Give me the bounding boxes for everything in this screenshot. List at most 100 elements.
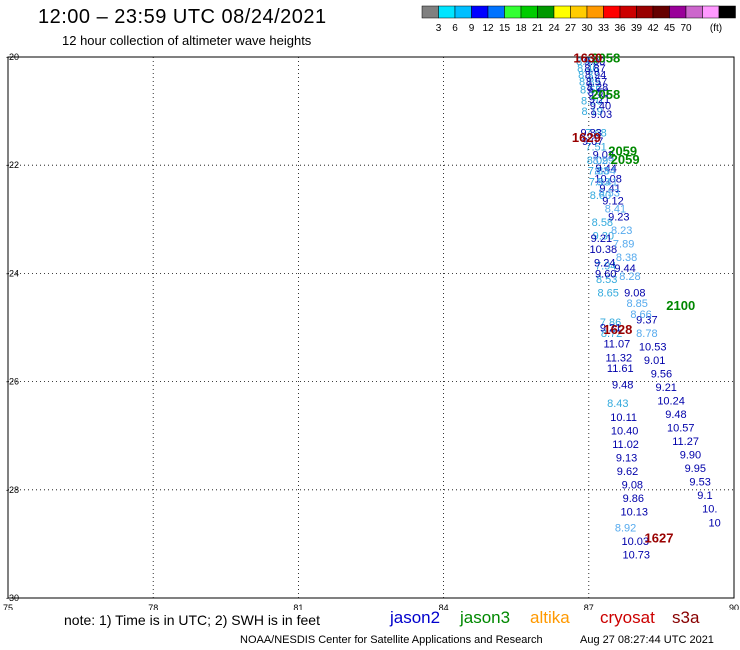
wave-height-label: 11.02 [612, 439, 639, 451]
x-tick-label: 87 [584, 603, 594, 610]
wave-height-label: 7.68 [585, 128, 606, 140]
plot-frame [7, 56, 735, 599]
wave-height-label: 9.86 [623, 493, 644, 505]
wave-height-label: 9.08 [622, 479, 643, 491]
time-label: 2059 [611, 152, 640, 167]
y-tick-label: -26 [6, 377, 19, 387]
wave-height-label: 9.21 [600, 323, 621, 335]
wave-height-label: 10.40 [611, 425, 639, 437]
chart-area: 3 6 9 12 15 18 21 24 27 30 33 36 39 42 45 70 (ft) 75 78 81… [3, 5, 739, 610]
wave-height-label: 9.00 [584, 56, 605, 68]
y-tick-label: -20 [6, 52, 19, 62]
x-tick-label: 84 [439, 603, 449, 610]
y-tick-label: -28 [6, 485, 19, 495]
wave-height-label: 9.41 [599, 183, 620, 195]
wave-height-label: 8.28 [587, 82, 608, 94]
color-scale-label: 18 [515, 23, 527, 34]
wave-height-label: 10.13 [621, 506, 649, 518]
time-label: 1627 [645, 530, 674, 545]
wave-height-label: 8.29 [593, 155, 614, 167]
color-scale-label: 39 [631, 23, 643, 34]
wave-height-label: 8.28 [619, 271, 640, 283]
wave-height-label: 10. [702, 504, 717, 516]
color-swatch [685, 5, 703, 19]
time-label: 2059 [608, 144, 637, 159]
wave-height-label: 11.32 [605, 352, 632, 364]
wave-height-label: 8.46 [576, 56, 597, 68]
wave-height-label: 8.60 [590, 190, 611, 202]
wave-height-label: 9.01 [644, 355, 665, 367]
color-swatch [421, 5, 439, 19]
color-legend-bar: 3 6 9 12 15 18 21 24 27 30 33 36 39 42 45 70 (ft) [421, 5, 736, 34]
page-title: 12:00 – 23:59 UTC 08/24/2021 [38, 6, 327, 28]
generation-timestamp: Aug 27 08:27:44 UTC 2021 [580, 634, 714, 646]
wave-height-label: 8.53 [596, 274, 617, 286]
wave-height-label: 10.24 [657, 396, 685, 408]
wave-height-label: 8.85 [626, 298, 647, 310]
wave-height-label: 9.53 [689, 477, 710, 489]
color-swatch [652, 5, 670, 19]
wave-height-label: 9.30 [593, 231, 614, 243]
wave-height-label: 8.37 [578, 69, 599, 81]
wave-height-label: 10.38 [590, 244, 618, 256]
color-swatch [471, 5, 489, 19]
wave-height-label: 8.94 [585, 69, 606, 81]
wave-height-label: 9.1 [697, 490, 712, 502]
color-scale-label: 33 [598, 23, 610, 34]
data-marks: 8.468.468.378.898.558.208.19 7.687.51 8.09… [572, 51, 721, 562]
wave-height-label: 7.94 [595, 260, 616, 272]
color-scale-label: 42 [647, 23, 659, 34]
wave-height-label: 9.83 [581, 128, 602, 140]
wave-height-label: 9.44 [614, 263, 635, 275]
chart-grid [7, 56, 735, 599]
wave-height-label: 9.95 [685, 463, 706, 475]
time-label: 2058 [591, 87, 620, 102]
legend-cryosat: cryosat [600, 608, 655, 627]
wave-height-label: 9.40 [590, 101, 611, 113]
color-scale-label: 27 [565, 23, 577, 34]
wave-height-label: 8.43 [607, 398, 628, 410]
wave-height-label: 7.83 [588, 166, 609, 178]
axis-ticks: 75 78 81 84 87 90 -20 -22 -24 -26 -28 -30 [3, 52, 739, 610]
wave-height-label: 8.38 [616, 252, 637, 264]
color-swatch [586, 5, 604, 19]
legend-jason3: jason3 [460, 608, 511, 627]
wave-height-label: 9.13 [616, 452, 637, 464]
wave-height-label: 8.46 [577, 63, 598, 75]
time-label: 1628 [603, 322, 632, 337]
color-scale-label: 21 [532, 23, 544, 34]
color-scale-unit: (ft) [710, 23, 722, 34]
wave-height-label: 8.92 [615, 523, 636, 535]
wave-height-label: 8.53 [598, 187, 619, 199]
wave-height-label: 10.57 [667, 423, 695, 435]
wave-height-label: 9.23 [608, 212, 629, 224]
color-scale-label: 3 [436, 23, 442, 34]
wave-height-label: 9.02 [593, 149, 614, 161]
wave-height-label: 8.09 [587, 155, 608, 167]
wave-height-label: 9.60 [595, 268, 616, 280]
wave-height-label: 8.19 [581, 106, 602, 118]
wave-height-label: 9.21 [656, 382, 677, 394]
time-label: 1630 [573, 51, 602, 66]
credit-text: NOAA/NESDIS Center for Satellite Applica… [240, 634, 543, 646]
color-scale-label: 45 [664, 23, 676, 34]
wave-height-label: 11.27 [672, 436, 699, 448]
color-swatch [537, 5, 555, 19]
wave-height-label: 9.56 [651, 368, 672, 380]
wave-height-label: 10 [709, 517, 721, 529]
wave-height-label: 9.21 [589, 94, 610, 106]
wave-height-label: 8.58 [592, 217, 613, 229]
wave-height-label: 10.08 [594, 174, 622, 186]
x-tick-label: 81 [293, 603, 303, 610]
wave-height-label: 8.20 [581, 95, 602, 107]
wave-height-label: 9.44 [596, 163, 617, 175]
wave-height-label: 11.61 [607, 363, 634, 375]
legend-altika: altika [530, 608, 570, 627]
color-swatch [553, 5, 571, 19]
wave-height-label: 10.03 [621, 536, 649, 548]
x-tick-label: 78 [148, 603, 158, 610]
chart-footer: note: 1) Time is in UTC; 2) SWH is in fe… [0, 600, 740, 650]
wave-height-label: 10.73 [622, 550, 650, 562]
wave-height-label: 11.07 [604, 339, 631, 351]
wave-height-label: 9.90 [680, 450, 701, 462]
